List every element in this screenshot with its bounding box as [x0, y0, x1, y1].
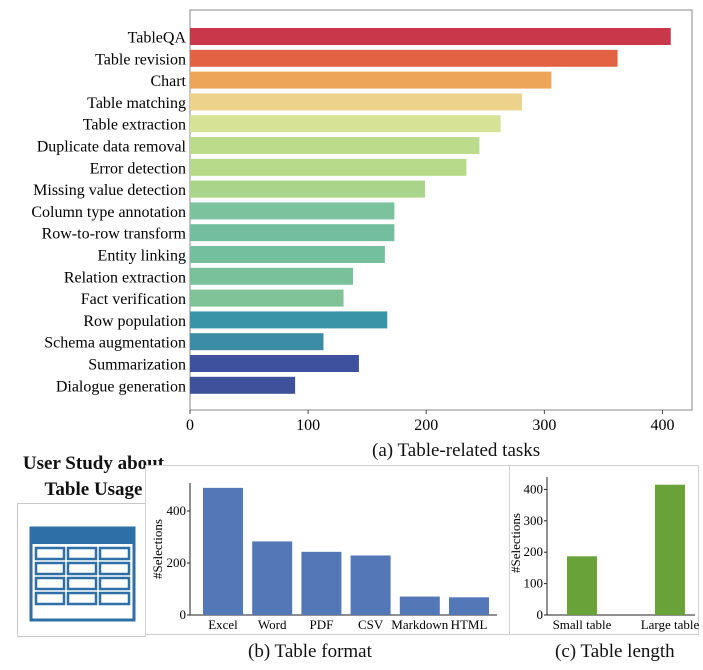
length-bar-large-table [655, 484, 685, 615]
task-bar-schema-augmentation [190, 333, 324, 351]
task-bar-relation-extraction [190, 267, 354, 285]
task-bar-dialogue-generation [190, 376, 296, 394]
task-label-column-type-annotation: Column type annotation [31, 204, 186, 221]
task-label-entity-linking: Entity linking [98, 248, 186, 265]
format-ytick-0: 0 [180, 607, 187, 622]
task-label-dialogue-generation: Dialogue generation [56, 378, 186, 395]
task-bar-missing-value-detection [190, 180, 426, 198]
task-label-table-extraction: Table extraction [83, 117, 186, 134]
task-bar-table-extraction [190, 115, 501, 133]
format-xlabel-markdown: Markdown [391, 617, 449, 632]
format-ytick-400: 400 [167, 503, 187, 518]
task-xtick-400: 400 [650, 417, 674, 434]
task-label-table-matching: Table matching [87, 95, 186, 112]
task-bar-table-revision [190, 49, 618, 67]
task-bar-duplicate-data-removal [190, 137, 480, 154]
format-xlabel-excel: Excel [208, 617, 238, 632]
table-grid-icon [17, 503, 146, 637]
task-bar-error-detection [190, 158, 467, 176]
length-bar-small-table [567, 556, 597, 615]
task-bar-tableqa [190, 28, 671, 45]
format-bar-html [449, 597, 489, 615]
task-bar-row-population [190, 311, 388, 329]
task-bar-entity-linking [190, 246, 385, 263]
length-xlabel-large-table: Large table [641, 617, 699, 632]
length-ytick-400: 400 [524, 481, 544, 496]
length-chart: #Selections 0 100 200 300 400 Small table Lar… [509, 465, 699, 635]
format-bar-csv [350, 555, 391, 615]
length-ytick-100: 100 [524, 576, 544, 591]
tasks-chart: TableQA Table revision Chart Table matching… [31, 9, 693, 434]
format-chart: #Selections 0 200 400 Excel Word PDF CSV Markd… [145, 465, 510, 635]
format-bar-markdown [399, 596, 440, 615]
task-label-error-detection: Error detection [90, 160, 186, 177]
length-y-label: #Selections [509, 513, 523, 573]
task-xtick-300: 300 [532, 417, 556, 434]
format-xlabel-html: HTML [451, 617, 488, 632]
length-ytick-0: 0 [537, 607, 544, 622]
format-xlabel-pdf: PDF [309, 617, 333, 632]
task-label-tableqa: TableQA [128, 30, 187, 47]
format-bar-word [252, 541, 293, 615]
format-bar-excel [203, 487, 243, 615]
task-label-missing-value-detection: Missing value detection [33, 182, 186, 199]
study-title: User Study about Table Usage [6, 451, 181, 503]
task-bar-chart [190, 71, 552, 89]
task-xtick-0: 0 [186, 417, 194, 434]
task-label-chart: Chart [150, 73, 186, 90]
task-label-row-to-row-transform: Row-to-row transform [42, 226, 187, 243]
length-xlabel-small-table: Small table [553, 617, 612, 632]
format-xlabel-word: Word [258, 617, 287, 632]
task-xtick-200: 200 [414, 417, 438, 434]
task-xtick-100: 100 [296, 417, 320, 434]
format-ytick-200: 200 [167, 555, 187, 570]
format-xlabel-csv: CSV [358, 617, 384, 632]
task-label-summarization: Summarization [88, 357, 186, 374]
task-label-schema-augmentation: Schema augmentation [44, 335, 186, 352]
task-label-duplicate-data-removal: Duplicate data removal [37, 139, 187, 156]
task-bar-fact-verification [190, 289, 344, 307]
tasks-caption: (a) Table-related tasks [372, 440, 541, 461]
task-label-table-revision: Table revision [95, 51, 186, 68]
task-label-relation-extraction: Relation extraction [64, 269, 186, 286]
format-caption: (b) Table format [248, 641, 372, 662]
study-title-line-1: User Study about [22, 453, 165, 474]
task-bar-summarization [190, 355, 359, 372]
task-bar-table-matching [190, 93, 522, 111]
length-caption: (c) Table length [555, 641, 675, 662]
task-bar-column-type-annotation [190, 202, 395, 220]
task-label-row-population: Row population [83, 313, 186, 330]
format-bar-pdf [301, 551, 342, 615]
format-y-label: #Selections [150, 519, 165, 579]
length-ytick-300: 300 [524, 513, 544, 528]
task-bar-row-to-row-transform [190, 224, 395, 242]
length-ytick-200: 200 [524, 544, 544, 559]
task-label-fact-verification: Fact verification [81, 291, 186, 308]
study-title-line-2: Table Usage [44, 479, 143, 500]
